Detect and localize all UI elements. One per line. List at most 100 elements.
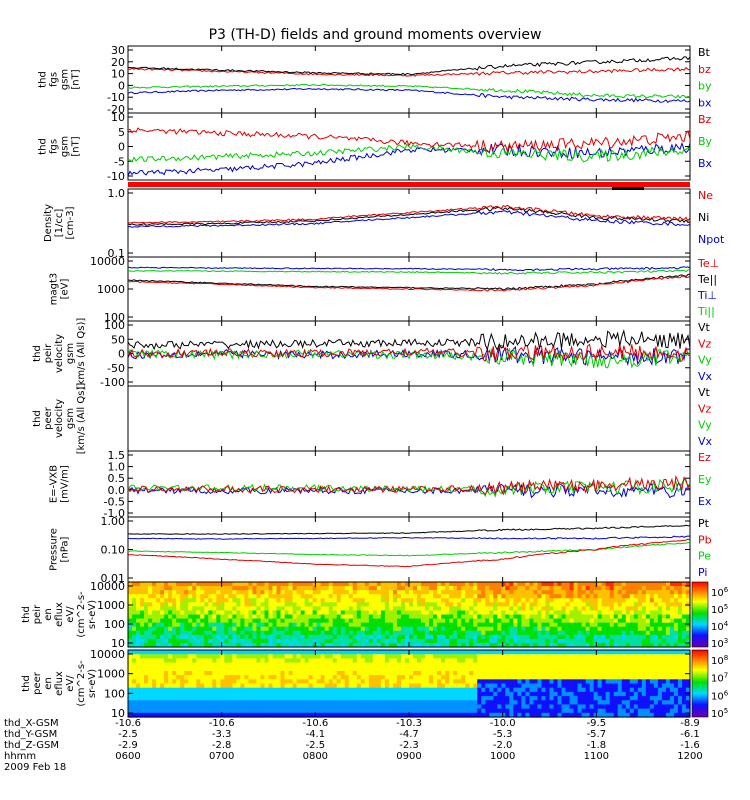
heatmap-cell xyxy=(344,630,350,636)
heatmap-cell xyxy=(521,670,527,676)
heatmap-cell xyxy=(256,598,262,603)
heatmap-cell xyxy=(356,630,362,636)
heatmap-cell xyxy=(613,602,619,607)
heatmap-cell xyxy=(585,610,591,616)
heatmap-cell xyxy=(348,602,354,607)
heatmap-cell xyxy=(392,675,398,680)
heatmap-cell xyxy=(413,598,418,603)
heatmap-cell xyxy=(300,708,306,714)
heatmap-cell xyxy=(300,687,306,693)
heatmap-cell xyxy=(493,691,498,697)
heatmap-cell xyxy=(368,606,374,612)
heatmap-cell xyxy=(493,650,498,655)
heatmap-cell xyxy=(328,590,334,595)
heatmap-cell xyxy=(541,687,547,693)
heatmap-cell xyxy=(196,582,201,587)
heatmap-cell xyxy=(280,662,286,668)
heatmap-cell xyxy=(308,626,314,632)
heatmap-cell xyxy=(356,704,362,710)
heatmap-cell xyxy=(336,622,342,628)
heatmap-cell xyxy=(136,586,141,591)
heatmap-cell xyxy=(637,630,643,636)
heatmap-cell xyxy=(280,610,286,616)
heatmap-cell xyxy=(529,691,535,697)
heatmap-cell xyxy=(653,630,659,636)
heatmap-cell xyxy=(645,712,651,718)
heatmap-cell xyxy=(629,687,635,693)
heatmap-cell xyxy=(409,691,414,697)
heatmap-cell xyxy=(545,708,551,714)
heatmap-cell xyxy=(441,691,446,697)
heatmap-cell xyxy=(573,675,579,680)
heatmap-cell xyxy=(661,598,667,603)
heatmap-cell xyxy=(421,675,426,680)
heatmap-cell xyxy=(449,638,454,644)
heatmap-cell xyxy=(324,586,330,591)
heatmap-cell xyxy=(597,618,603,624)
heatmap-cell xyxy=(477,586,482,591)
heatmap-cell xyxy=(493,704,498,710)
heatmap-cell xyxy=(637,658,643,664)
heatmap-cell xyxy=(513,582,518,587)
heatmap-cell xyxy=(160,700,165,706)
heatmap-cell xyxy=(220,712,225,718)
y-axis-label: [mV/m] xyxy=(60,465,71,503)
heatmap-cell xyxy=(272,586,278,591)
heatmap-cell xyxy=(328,626,334,632)
heatmap-cell xyxy=(244,598,250,603)
heatmap-cell xyxy=(457,594,462,599)
heatmap-cell xyxy=(489,670,494,676)
heatmap-cell xyxy=(661,700,667,706)
heatmap-cell xyxy=(433,696,438,701)
heatmap-cell xyxy=(236,638,241,644)
heatmap-cell xyxy=(284,670,290,676)
heatmap-cell xyxy=(152,679,157,685)
heatmap-cell xyxy=(324,691,330,697)
y-tick-label: 50 xyxy=(111,333,125,346)
heatmap-cell xyxy=(673,662,679,668)
heatmap-cell xyxy=(465,712,470,718)
heatmap-cell xyxy=(493,598,498,603)
heatmap-cell xyxy=(477,708,482,714)
heatmap-cell xyxy=(561,666,567,672)
heatmap-cell xyxy=(236,582,241,587)
heatmap-cell xyxy=(200,708,205,714)
heatmap-cell xyxy=(392,662,398,668)
heatmap-cell xyxy=(256,602,262,607)
heatmap-cell xyxy=(445,675,450,680)
heatmap-cell xyxy=(441,594,446,599)
heatmap-cell xyxy=(132,630,137,636)
heatmap-cell xyxy=(685,658,691,664)
heatmap-cell xyxy=(421,638,426,644)
heatmap-cell xyxy=(168,666,173,672)
y-tick-label: 30 xyxy=(111,44,125,57)
heatmap-cell xyxy=(372,683,378,689)
heatmap-cell xyxy=(144,626,149,632)
heatmap-cell xyxy=(473,708,478,714)
heatmap-cell xyxy=(545,658,551,664)
y-tick-label: -1.0 xyxy=(104,507,125,520)
heatmap-cell xyxy=(284,679,290,685)
heatmap-cell xyxy=(425,654,430,659)
heatmap-cell xyxy=(152,618,157,624)
heatmap-cell xyxy=(681,614,687,620)
heatmap-cell xyxy=(525,590,531,595)
heatmap-cell xyxy=(413,708,418,714)
heatmap-cell xyxy=(144,598,149,603)
heatmap-cell xyxy=(128,662,133,668)
heatmap-cell xyxy=(136,708,141,714)
heatmap-cell xyxy=(128,696,133,701)
heatmap-cell xyxy=(316,626,322,632)
heatmap-cell xyxy=(216,700,221,706)
y-axis-label: peer xyxy=(32,671,43,695)
heatmap-cell xyxy=(421,662,426,668)
heatmap-cell xyxy=(529,708,535,714)
heatmap-cell xyxy=(376,687,382,693)
heatmap-cell xyxy=(593,606,599,612)
heatmap-cell xyxy=(481,638,486,644)
heatmap-cell xyxy=(505,626,510,632)
heatmap-cell xyxy=(376,594,382,599)
heatmap-cell xyxy=(152,586,157,591)
heatmap-cell xyxy=(585,696,591,701)
heatmap-cell xyxy=(653,662,659,668)
